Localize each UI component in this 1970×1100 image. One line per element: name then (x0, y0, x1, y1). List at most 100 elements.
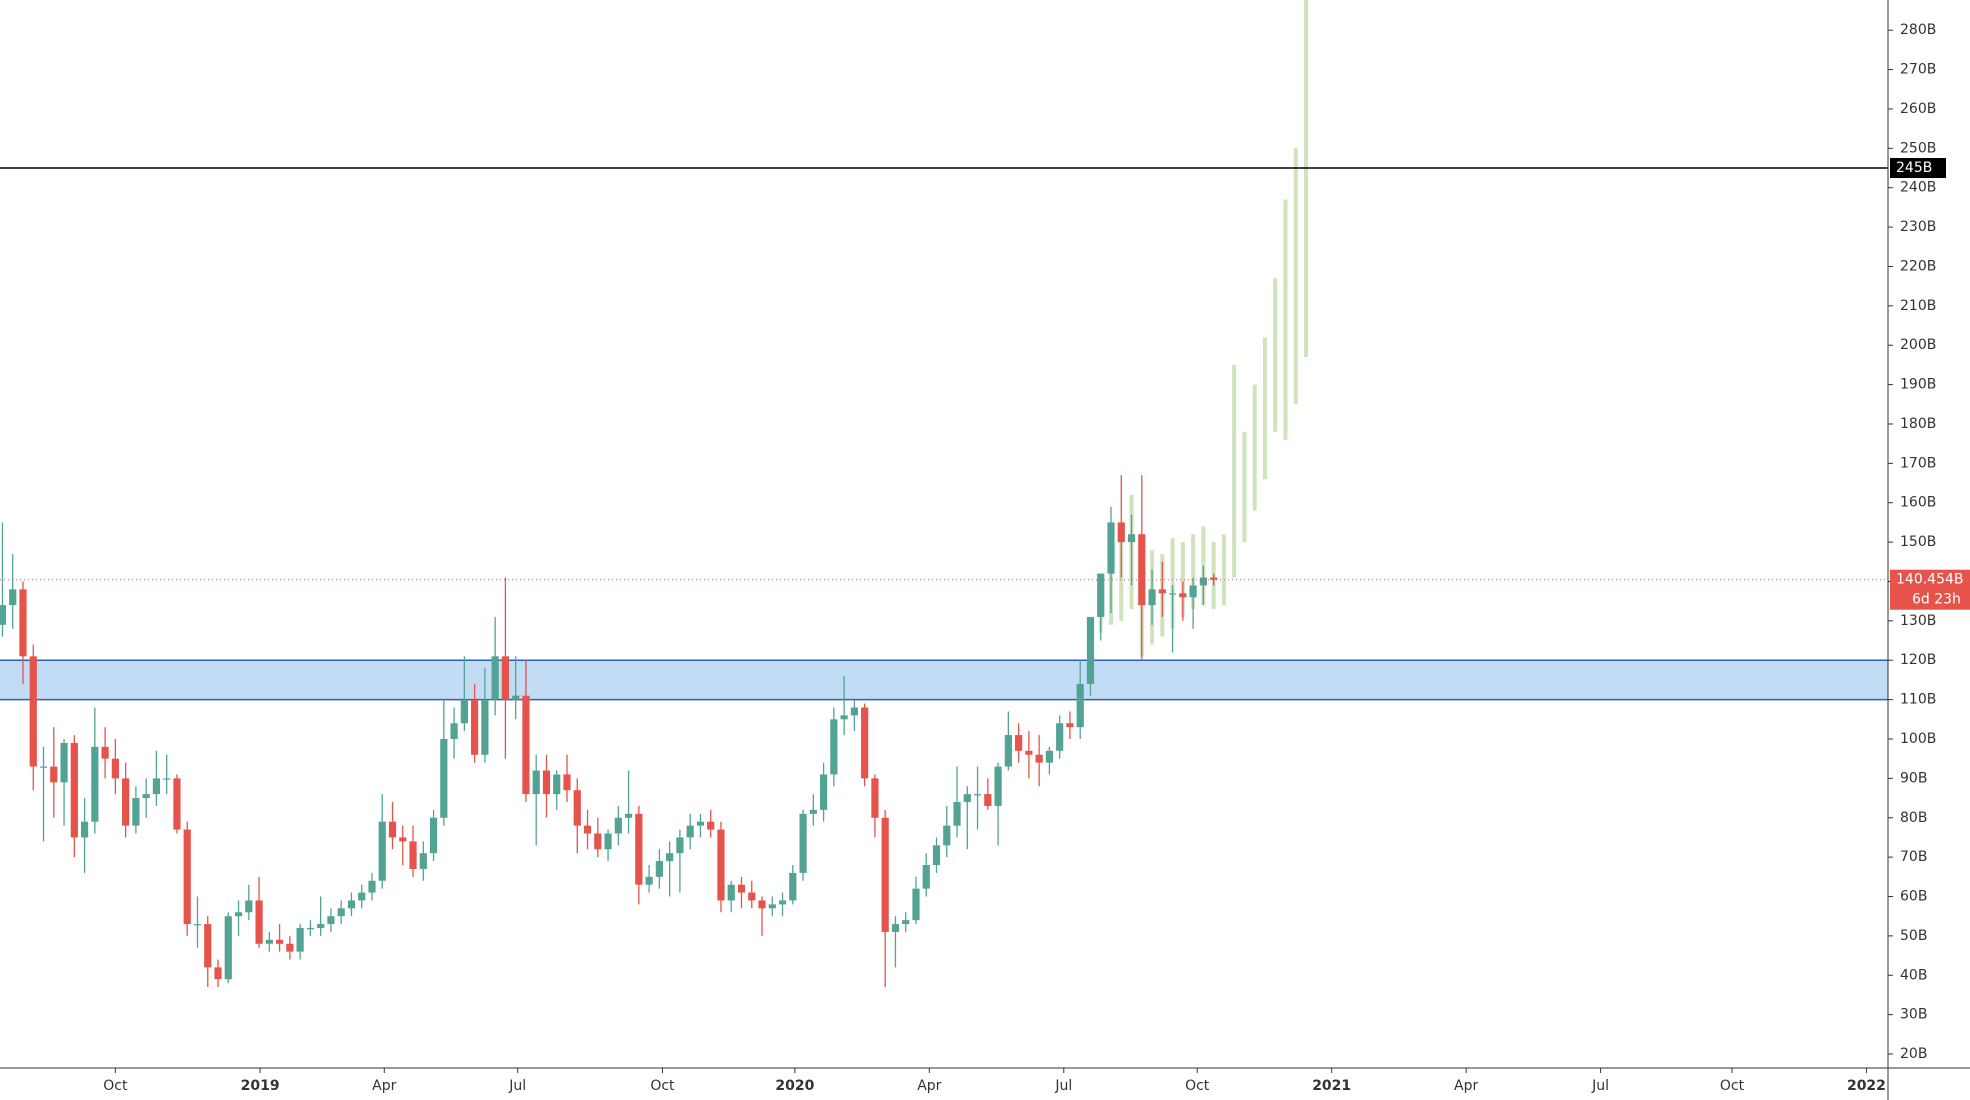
y-tick-label: 240B (1900, 180, 1936, 196)
y-tick-label: 50B (1900, 928, 1927, 944)
candle-body (1004, 735, 1012, 767)
candle-body (522, 695, 530, 795)
projection-bar (1221, 534, 1226, 606)
projection-bar (1191, 534, 1196, 610)
candle-body (1045, 750, 1054, 763)
candle-body (1086, 616, 1095, 684)
y-tick-label: 160B (1900, 495, 1936, 511)
candle-body (758, 900, 766, 909)
candle-body (1158, 589, 1166, 594)
candle-body (820, 774, 828, 810)
candle-body (214, 967, 222, 980)
candle-body (1097, 573, 1105, 617)
candle-body (491, 656, 499, 700)
candle-body (337, 908, 345, 917)
candle-body (204, 924, 212, 968)
candle-body (142, 794, 150, 799)
candle-body (306, 928, 314, 930)
candle-body (50, 766, 58, 783)
projection-bar (1293, 148, 1298, 405)
candle-body (0, 605, 7, 625)
candle-body (1035, 754, 1043, 763)
candle-body (707, 821, 715, 830)
y-tick-label: 170B (1900, 455, 1936, 471)
projection-bar (1170, 538, 1175, 629)
candle-body (265, 939, 273, 944)
x-tick-label: Oct (1185, 1078, 1210, 1094)
candle-body (1148, 589, 1156, 606)
y-tick-label: 40B (1900, 967, 1927, 983)
candle-body (809, 809, 817, 814)
countdown-label: 6d 23h (1912, 592, 1961, 608)
y-tick-label: 260B (1900, 101, 1936, 117)
candle-body (1179, 593, 1187, 598)
candle-body (111, 758, 119, 779)
candle-body (173, 778, 181, 830)
y-tick-label: 230B (1900, 219, 1936, 235)
candle-body (224, 916, 232, 980)
candle-body (296, 928, 304, 952)
candle-body (460, 699, 468, 724)
candle-body (450, 723, 458, 739)
candle-body (409, 841, 417, 869)
candle-body (563, 774, 571, 791)
candle-body (275, 939, 284, 944)
candle-body (614, 817, 622, 834)
projection-bar (1283, 199, 1288, 440)
x-tick-label: Jul (508, 1078, 526, 1094)
candle-body (419, 853, 427, 869)
y-tick-label: 110B (1900, 692, 1936, 708)
candle-body (91, 746, 99, 822)
x-tick-label: 2022 (1847, 1078, 1886, 1094)
candle-body (737, 884, 746, 893)
candle-body (501, 656, 510, 700)
x-tick-label: Jul (1054, 1078, 1072, 1094)
x-tick-label: Oct (650, 1078, 675, 1094)
y-tick-label: 100B (1900, 731, 1936, 747)
candle-body (471, 699, 479, 755)
y-tick-label: 30B (1900, 1007, 1927, 1023)
y-tick-label: 120B (1900, 652, 1936, 668)
candle-body (542, 770, 551, 795)
candle-body (39, 766, 48, 768)
candle-body (9, 589, 17, 606)
candle-body (245, 900, 253, 913)
candle-body (984, 794, 992, 806)
candle-body (1066, 723, 1074, 728)
candle-body (1168, 593, 1177, 595)
candle-body (152, 778, 161, 795)
candle-body (1138, 534, 1146, 606)
candle-body (963, 794, 971, 803)
candle-body (912, 888, 920, 921)
candle-body (748, 892, 756, 901)
y-tick-label: 270B (1900, 62, 1936, 78)
y-tick-label: 20B (1900, 1046, 1927, 1062)
x-tick-label: Oct (103, 1078, 128, 1094)
candle-body (429, 817, 438, 854)
candle-body (60, 742, 68, 783)
y-tick-label: 200B (1900, 337, 1936, 353)
y-tick-label: 180B (1900, 416, 1936, 432)
support-zone (0, 660, 1888, 700)
candle-body (1189, 585, 1197, 598)
projection-bar (1242, 431, 1247, 543)
candle-body (101, 746, 109, 759)
candle-body (19, 589, 27, 657)
candle-body (29, 656, 37, 767)
candle-body (1076, 683, 1084, 728)
candle-body (70, 742, 78, 838)
x-tick-label: Apr (372, 1078, 396, 1094)
candle-body (850, 707, 858, 716)
candle-body (655, 861, 663, 877)
y-tick-label: 60B (1900, 889, 1927, 905)
candle-body (624, 813, 633, 818)
x-tick-label: Jul (1591, 1078, 1609, 1094)
candle-body (1127, 534, 1136, 543)
candle-body (666, 853, 674, 862)
candle-body (347, 900, 356, 909)
last-price-label: 140.454B (1896, 572, 1964, 588)
x-tick-label: Apr (1454, 1078, 1478, 1094)
projection-bar (1262, 337, 1267, 480)
candle-body (80, 821, 89, 838)
candle-body (255, 900, 263, 944)
